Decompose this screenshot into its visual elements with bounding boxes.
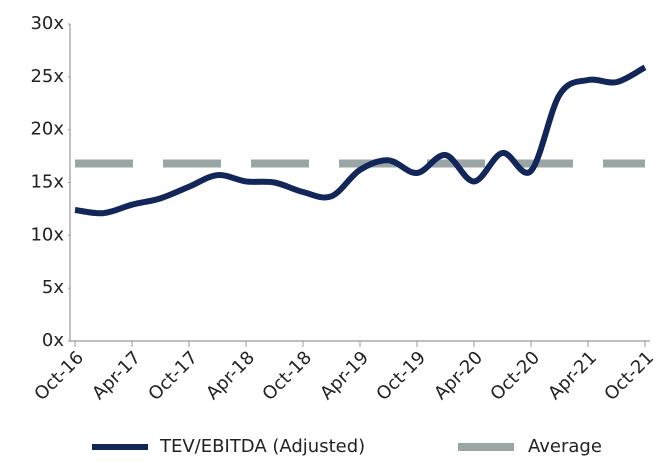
y-tick-label: 5x: [42, 277, 64, 298]
x-tick-label: Oct-17: [144, 347, 202, 405]
x-tick-label: Apr-17: [88, 347, 145, 404]
y-tick-label: 0x: [42, 330, 64, 351]
x-tick-label: Apr-21: [544, 347, 601, 404]
x-tick-label: Oct-20: [486, 347, 544, 405]
y-tick-label: 20x: [30, 119, 64, 140]
y-tick-label: 25x: [30, 66, 64, 87]
x-tick-label: Apr-20: [430, 347, 487, 404]
x-tick-label: Oct-18: [258, 347, 316, 405]
y-tick-label: 10x: [30, 224, 64, 245]
x-tick-label: Oct-19: [372, 347, 430, 405]
legend-label: Average: [528, 436, 602, 457]
x-tick-label: Oct-16: [30, 347, 88, 405]
y-tick-label: 30x: [30, 13, 64, 34]
x-tick-label: Apr-19: [316, 347, 373, 404]
series-line: [74, 64, 647, 217]
x-tick-label: Oct-21: [600, 347, 658, 405]
legend-label: TEV/EBITDA (Adjusted): [159, 436, 365, 457]
x-tick-label: Apr-18: [202, 347, 259, 404]
y-tick-label: 15x: [30, 172, 64, 193]
